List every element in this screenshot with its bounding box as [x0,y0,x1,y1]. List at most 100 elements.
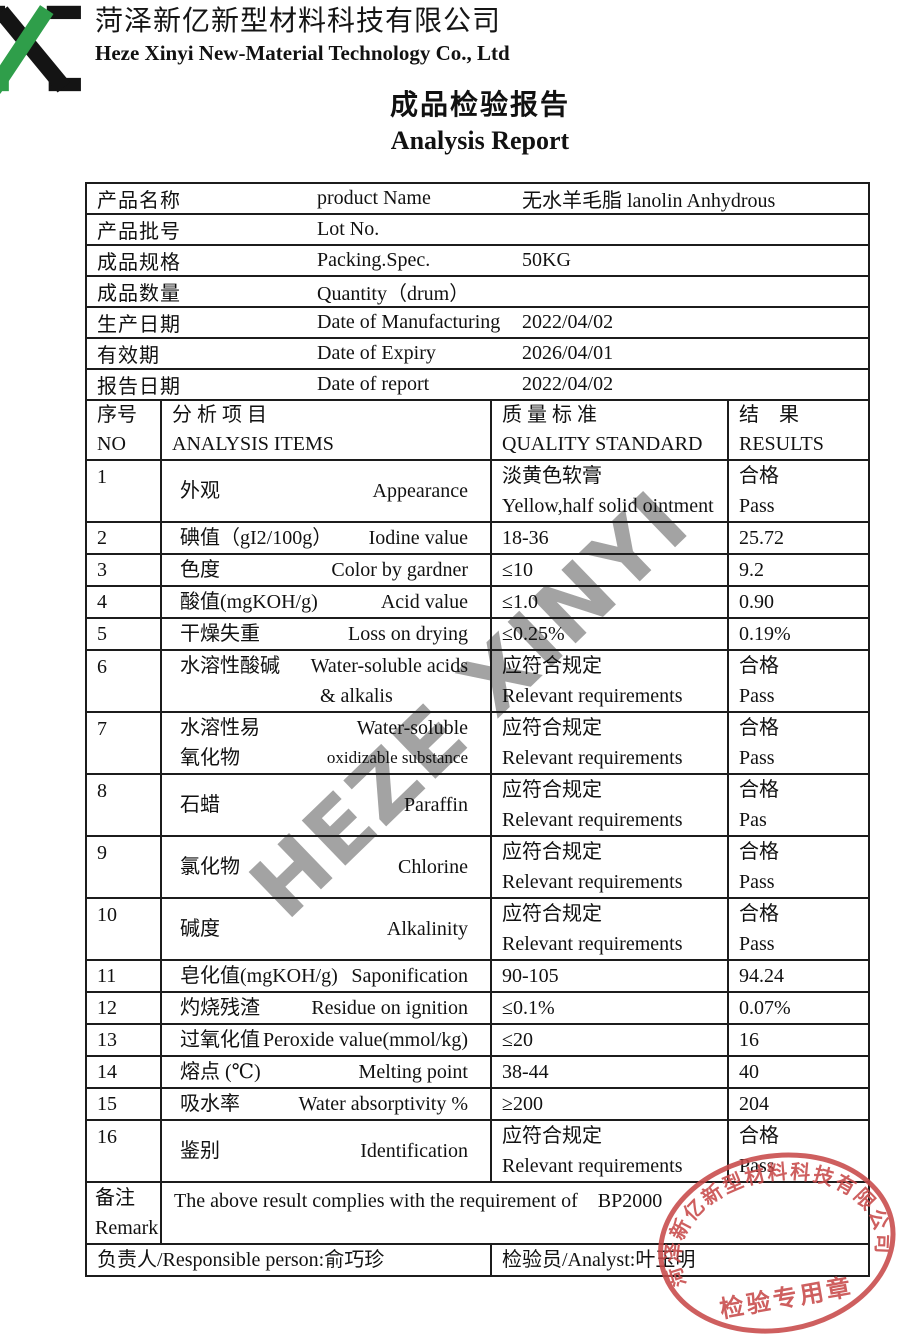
item-name-en: Water absorptivity % [298,1093,468,1115]
analysis-report-table: 产品名称 product Name 无水羊毛脂 lanolin Anhydrous 产… [84,182,871,1277]
product-info-cell: 产品名称 product Name 无水羊毛脂 lanolin Anhydrous [84,182,871,215]
item-name-en: Alkalinity [386,918,468,940]
result-cell: 0.19% [726,617,871,651]
result-cell: 合格 Pass [726,711,871,775]
analysis-item-line: 过氧化值 Peroxide value(mmol/kg) [180,1026,468,1054]
analysis-item-line: 石蜡 Paraffin [180,790,468,820]
quality-standard-line: ≤10 [502,559,533,581]
analysis-item-line: 水溶性易 Water-soluble [180,714,468,743]
analysis-item-line: 氧化物 oxidizable substance [180,743,468,772]
result-line: 合格 [739,779,779,801]
quality-standard-cell: ≥200 [490,1087,729,1121]
quality-standard-line: ≥200 [502,1093,543,1115]
analysis-item-cell: 灼烧残渣 Residue on ignition [160,991,492,1025]
analysis-item-line: 碱度 Alkalinity [180,914,468,944]
item-name-en: Identification [360,1140,468,1162]
analysis-no-cell: 5 [85,617,162,651]
svg-text:菏泽新亿新型材料科技有限公司: 菏泽新亿新型材料科技有限公司 [646,1142,899,1296]
header-results-en: RESULTS [739,433,824,455]
item-name-en: Water-soluble acids [310,655,468,677]
analysis-header-row: 序号 NO 分 析 项 目 ANALYSIS ITEMS 质 量 标 准 QUA… [85,399,871,461]
info-label-cn: 成品规格 [97,252,181,274]
quality-standard-line: Relevant requirements [502,685,683,707]
analysis-item-cell: 过氧化值 Peroxide value(mmol/kg) [160,1023,492,1057]
result-line: 合格 [739,903,779,925]
result-line: 合格 [739,1125,779,1147]
analysis-row: 15 吸水率 Water absorptivity % ≥200 204 [85,1087,871,1121]
item-name-en: Chlorine [398,856,468,878]
quality-standard-line: Relevant requirements [502,809,683,831]
report-title-cn: 成品检验报告 [389,90,570,121]
result-line: Pass [739,685,775,707]
quality-standard-line: 淡黄色软膏 [502,465,602,487]
analysis-no: 14 [97,1061,117,1083]
company-logo [0,2,81,94]
info-label-en: Date of Manufacturing [317,311,501,333]
remark-text-cell: The above result complies with the requi… [159,1181,871,1245]
analysis-no-cell: 9 [85,835,162,899]
result-line: 40 [739,1061,759,1083]
header-standard-en: QUALITY STANDARD [502,433,703,455]
product-info-cell: 成品规格 Packing.Spec. 50KG [84,244,871,277]
analysis-item-cell: 熔点 (℃) Melting point [160,1055,492,1089]
analysis-item-cell: 碘值（gI2/100g） Iodine value [160,521,492,555]
header-items-en: ANALYSIS ITEMS [172,433,334,455]
item-name-cn: 鉴别 [180,1140,220,1162]
item-name-cn: 酸值(mgKOH/g) [180,591,318,613]
product-info-cell: 产品批号 Lot No. [84,213,871,246]
analysis-no-cell: 15 [85,1087,162,1121]
analysis-no: 16 [97,1126,117,1148]
analysis-item-cell: 鉴别 Identification [160,1119,492,1183]
quality-standard-line: 应符合规定 [502,779,602,801]
analysis-no: 13 [97,1029,117,1051]
analysis-item-line: 干燥失重 Loss on drying [180,620,468,648]
analysis-row: 6 水溶性酸碱 Water-soluble acids & alkalis 应符合规定 R… [85,649,871,713]
item-name-cn: 熔点 (℃) [180,1061,261,1083]
result-line: 0.07% [739,997,791,1019]
header-cell-standard: 质 量 标 准 QUALITY STANDARD [490,399,729,461]
result-line: 合格 [739,717,779,739]
item-name-en: Paraffin [403,794,468,816]
analysis-item-cell: 外观 Appearance [160,459,492,523]
info-label-en: Date of report [317,373,430,395]
header-results-cn: 结 果 [739,404,799,426]
analysis-item-line: 鉴别 Identification [180,1136,468,1166]
header-no-cn: 序号 [97,404,137,426]
quality-standard-line: 应符合规定 [502,841,602,863]
header-cell-results: 结 果 RESULTS [726,399,871,461]
analysis-item-cell: 皂化值(mgKOH/g) Saponification [160,959,492,993]
item-name-en: Iodine value [368,527,468,549]
stamp-ring-text: 菏泽新亿新型材料科技有限公司 [646,1142,899,1296]
quality-standard-line: Relevant requirements [502,871,683,893]
quality-standard-line: 90-105 [502,965,559,987]
item-name-en: Melting point [358,1061,468,1083]
analysis-item-cell: 酸值(mgKOH/g) Acid value [160,585,492,619]
product-info-cell: 生产日期 Date of Manufacturing 2022/04/02 [84,306,871,339]
item-name-en: Saponification [351,965,468,987]
quality-standard-line: ≤20 [502,1029,533,1051]
analyst: 检验员/Analyst:叶玉明 [502,1249,696,1271]
result-cell: 合格 Pass [726,459,871,523]
product-info-line: 生产日期 Date of Manufacturing 2022/04/02 [88,309,867,336]
result-cell: 合格 Pass [726,835,871,899]
analysis-row: 14 熔点 (℃) Melting point 38-44 40 [85,1055,871,1089]
result-line: 0.19% [739,623,791,645]
result-cell: 94.24 [726,959,871,993]
quality-standard-cell: 应符合规定 Relevant requirements [490,773,729,837]
analysis-no-cell: 10 [85,897,162,961]
quality-standard-line: ≤0.25% [502,623,565,645]
analysis-row: 7 水溶性易 Water-soluble 氧化物 oxidizable substanc… [85,711,871,775]
info-value: 2022/04/02 [522,373,614,395]
analysis-no: 8 [97,780,107,802]
info-label-cn: 报告日期 [97,376,181,398]
header-standard-cn: 质 量 标 准 [502,404,597,426]
analysis-no: 1 [97,466,107,488]
analysis-item-cell: 水溶性易 Water-soluble 氧化物 oxidizable substance [160,711,492,775]
analysis-no-cell: 1 [85,459,162,523]
inspection-stamp: 菏泽新亿新型材料科技有限公司 检验专用章 [646,1142,899,1334]
result-line: Pass [739,871,775,893]
quality-standard-line: Yellow,half solid ointment [502,495,714,517]
analysis-items-section: 序号 NO 分 析 项 目 ANALYSIS ITEMS 质 量 标 准 QUA… [85,399,871,1183]
result-cell: 0.90 [726,585,871,619]
analysis-item-line: 皂化值(mgKOH/g) Saponification [180,962,468,990]
